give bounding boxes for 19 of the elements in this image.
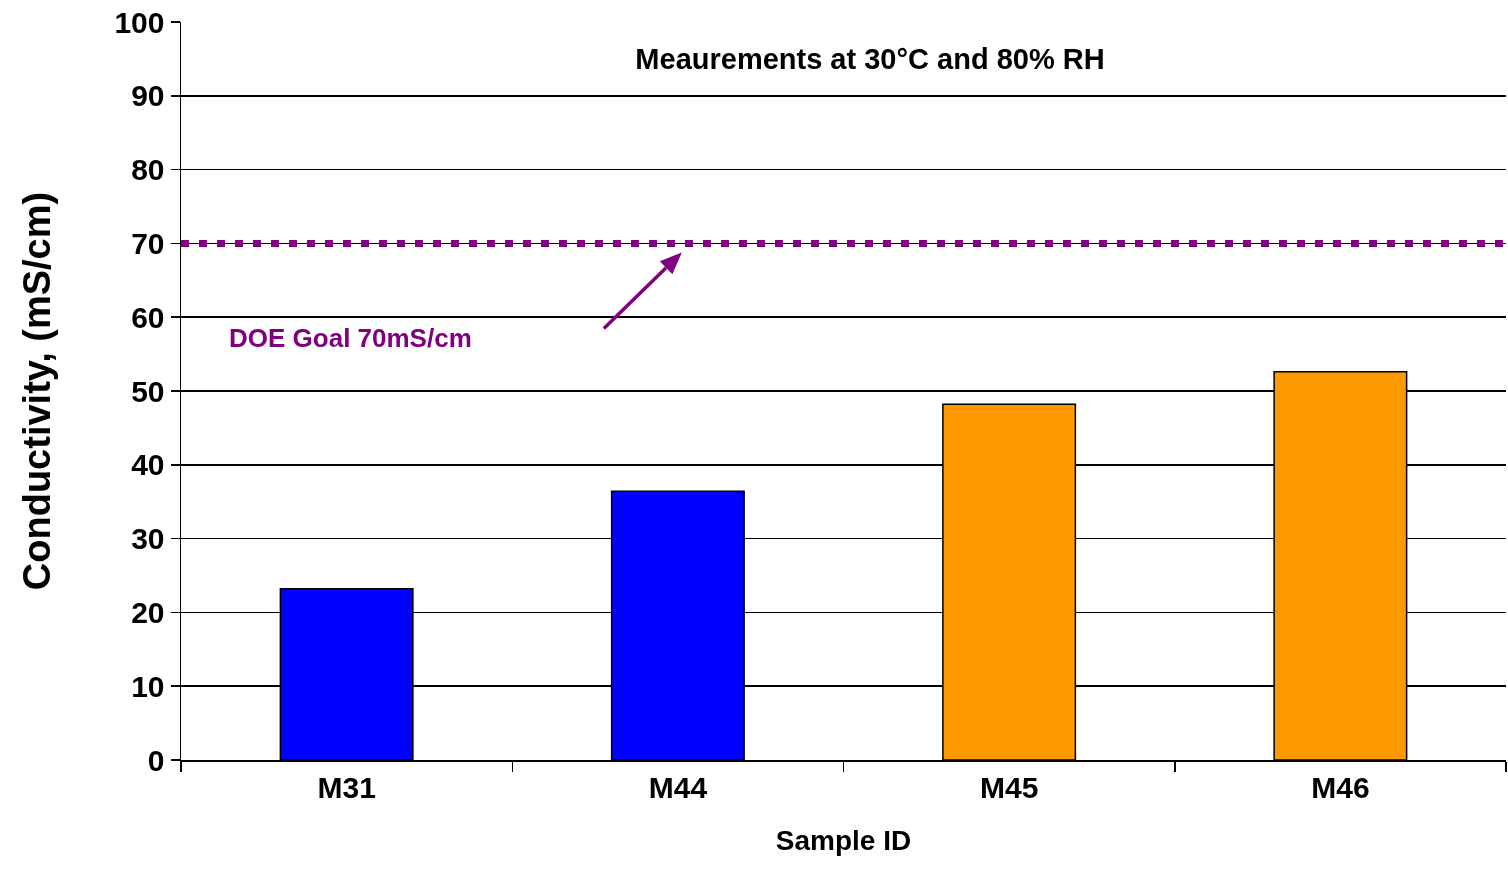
text: Meaurements at 30°C and 80% RH: [635, 43, 1105, 76]
x-axis-title: Sample ID: [775, 825, 912, 857]
x-tick-label: M31: [317, 770, 376, 804]
y-tick-label: 60: [131, 300, 165, 334]
y-tick-label: 70: [131, 226, 165, 260]
y-tick-label: 80: [131, 153, 165, 187]
x-tick-label: M46: [1311, 770, 1370, 804]
y-tick-label: 100: [114, 5, 165, 39]
y-tick-label: 40: [131, 448, 165, 482]
x-tick-label: M45: [979, 770, 1039, 804]
y-axis-title: Conductivity, (mS/cm): [15, 191, 58, 591]
ref-line-label: DOE Goal 70mS/cm: [229, 323, 472, 353]
y-tick-label: 10: [131, 669, 165, 703]
y-tick-label: 50: [131, 374, 165, 408]
y-tick-label: 90: [131, 79, 165, 113]
y-tick-label: 30: [131, 522, 165, 556]
y-tick-label: 20: [131, 595, 165, 629]
x-tick-label: M44: [648, 770, 708, 804]
y-tick-label: 0: [147, 743, 165, 777]
